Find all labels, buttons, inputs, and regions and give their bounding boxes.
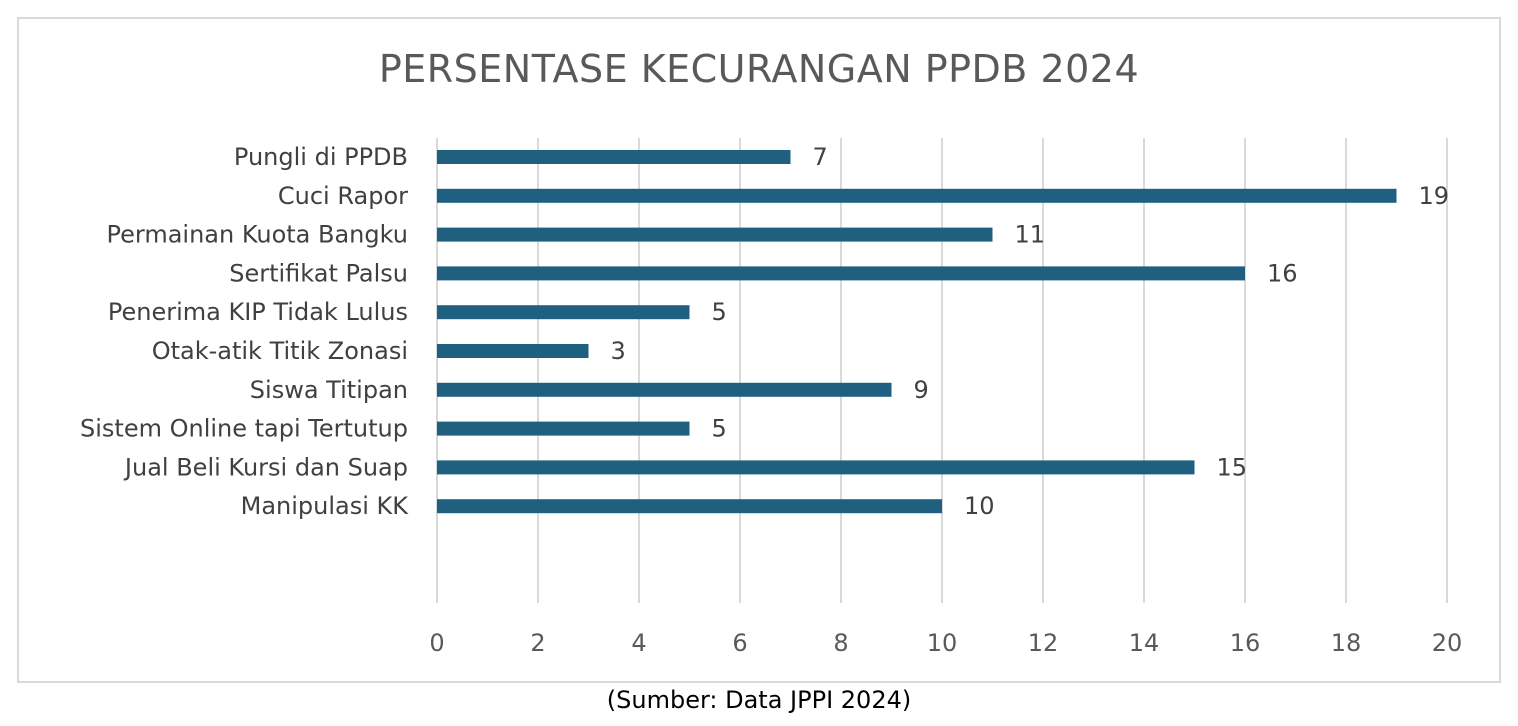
data-label: 5 [712,415,727,443]
bar [437,344,589,358]
x-tick-label: 0 [429,629,444,657]
source-caption: (Sumber: Data JPPI 2024) [606,686,912,714]
data-label: 19 [1419,182,1450,210]
category-label: Sistem Online tapi Tertutup [80,415,408,443]
data-label: 7 [813,143,828,171]
x-tick-label: 18 [1331,629,1362,657]
chart-frame [17,17,1501,683]
x-tick-label: 8 [833,629,848,657]
category-label: Pungli di PPDB [234,143,408,171]
x-tick-label: 10 [927,629,958,657]
category-label: Sertifikat Palsu [229,259,408,287]
category-label: Permainan Kuota Bangku [106,221,408,249]
bar [437,266,1245,281]
x-tick-label: 2 [530,629,545,657]
data-label: 16 [1267,259,1298,287]
bar [437,499,942,514]
category-label: Manipulasi KK [241,492,410,520]
x-tick-label: 16 [1230,629,1261,657]
category-label: Jual Beli Kursi dan Suap [123,453,408,481]
x-tick-label: 6 [732,629,747,657]
data-label: 3 [611,337,626,365]
data-label: 15 [1217,453,1248,481]
bar [437,150,791,164]
bar [437,227,993,242]
x-tick-label: 12 [1028,629,1059,657]
bar [437,188,1397,203]
category-label: Cuci Rapor [278,182,408,210]
bars [437,150,1397,514]
category-label: Otak-atik Titik Zonasi [152,337,408,365]
category-label: Penerima KIP Tidak Lulus [108,298,408,326]
data-label: 10 [964,492,995,520]
data-label: 5 [712,298,727,326]
gridlines [436,138,1448,603]
chart-title: PERSENTASE KECURANGAN PPDB 2024 [378,47,1140,91]
data-label: 11 [1015,221,1046,249]
category-label: Siswa Titipan [250,376,408,404]
bar [437,382,892,397]
x-tick-label: 20 [1432,629,1463,657]
x-tick-label: 4 [631,629,646,657]
category-labels: Pungli di PPDB Cuci Rapor Permainan Kuota … [80,143,409,520]
bar [437,421,690,436]
bar [437,305,690,320]
x-tick-label: 14 [1129,629,1160,657]
data-labels: 7 19 11 16 5 3 9 5 15 10 [611,143,1450,520]
x-tick-labels: 0 2 4 6 8 10 12 14 16 18 20 [429,629,1462,657]
data-label: 9 [914,376,929,404]
bar [437,460,1195,475]
